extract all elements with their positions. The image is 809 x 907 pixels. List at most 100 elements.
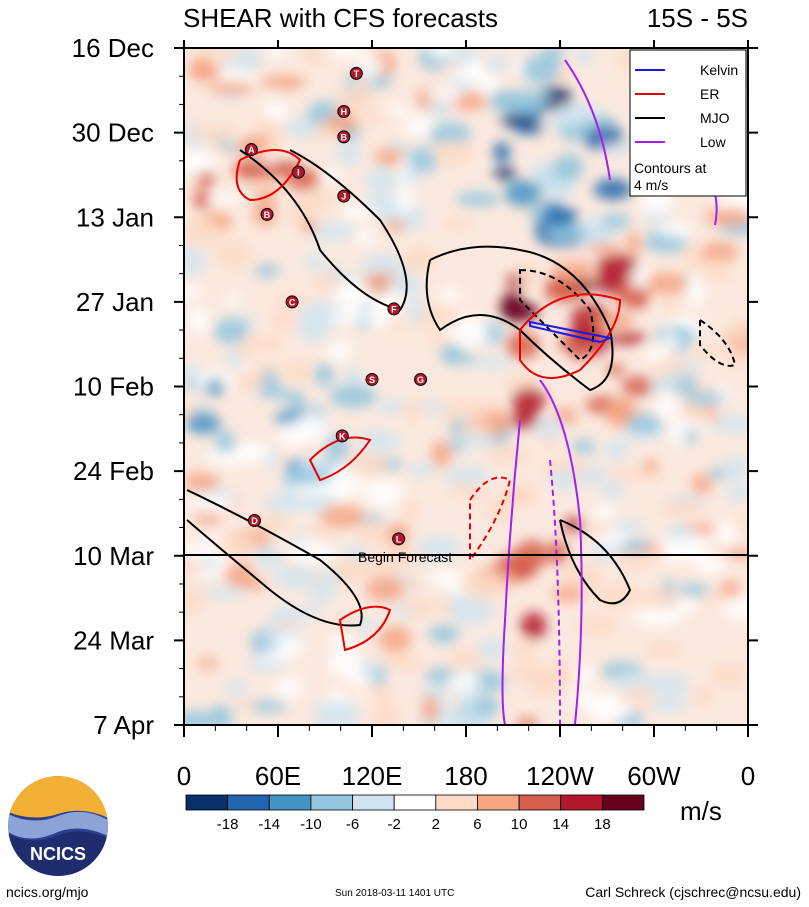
shading-cell [476, 637, 508, 661]
shading-cell [214, 430, 235, 454]
shading-cell [714, 520, 740, 545]
colorbar-label: -18 [217, 816, 239, 833]
storm-marker: G [414, 372, 428, 386]
shading-cell [723, 455, 748, 485]
footer-author[interactable]: Carl Schreck (cjschrec@ncsu.edu) [585, 884, 801, 900]
shading-cell [522, 54, 561, 84]
shading-cell [692, 687, 715, 707]
shading-cell [188, 63, 222, 81]
forecast-label: Begin Forecast [358, 549, 452, 565]
shading-cell [401, 399, 424, 422]
shading-cell [188, 125, 227, 140]
storm-marker: B [337, 130, 351, 144]
storm-id: H [341, 107, 348, 117]
shading-cell [661, 532, 709, 562]
contour-line [559, 519, 632, 605]
shading-cell [403, 166, 420, 186]
legend-low: Low [700, 134, 727, 150]
shading-cell [184, 472, 220, 492]
shading-cell [649, 674, 691, 696]
shading-cell [456, 422, 495, 435]
shading-cell [402, 116, 439, 136]
shading-cell [284, 361, 312, 384]
shading-cell [668, 426, 686, 445]
storm-marker: K [335, 429, 349, 443]
shading-cell [208, 704, 234, 725]
shading-cell [505, 331, 540, 360]
shading-cell [597, 253, 640, 280]
shading-cell [447, 595, 494, 626]
shading-cell [328, 650, 364, 678]
shading-cell [344, 367, 363, 391]
colorbar-box [227, 794, 270, 811]
x-tick-label: 120W [526, 761, 594, 791]
shading-cell [649, 698, 690, 712]
shading-cell [486, 446, 531, 465]
storm-symbol [365, 372, 379, 386]
shading-cell [500, 300, 540, 322]
shading-cell [224, 294, 241, 307]
shading-cell [262, 495, 304, 513]
shading-cell [232, 163, 277, 180]
legend-er: ER [700, 86, 719, 102]
storm-id: J [341, 192, 346, 202]
y-tick-label: 16 Dec [72, 33, 154, 63]
shading-cell [193, 188, 210, 210]
storm-marker: B [260, 207, 274, 221]
colorbar-label: -10 [300, 816, 322, 833]
shading-cell [450, 483, 490, 499]
shading-cell [459, 572, 506, 599]
shading-cell [540, 207, 580, 223]
shading-cell [456, 192, 501, 207]
shading-cell [324, 48, 364, 57]
storm-id: A [248, 145, 255, 155]
shading-cell [282, 469, 330, 485]
shading-cell [440, 343, 463, 364]
shading-cell [710, 664, 748, 687]
shading-cell [197, 170, 215, 187]
shading-cell [354, 618, 376, 635]
shading-cell [510, 661, 547, 685]
x-axis: 0 60E 120E 180 120W 60W 0 [177, 40, 755, 791]
shading-cell [619, 687, 654, 709]
shading-cell [276, 619, 298, 631]
shading-cell [643, 642, 684, 658]
shading-cell [450, 646, 481, 677]
y-tick-label: 24 Feb [73, 456, 154, 486]
shading-cell [225, 562, 255, 589]
shading-cell [370, 551, 402, 579]
shading-cell [577, 218, 609, 249]
shading-cell [600, 480, 624, 500]
shading-cell [302, 48, 326, 66]
shading-cell [333, 279, 371, 309]
colorbar: -18 -14 -10 -6 -2 2 6 10 14 18 [185, 794, 645, 833]
storm-id: G [417, 375, 424, 385]
storm-symbol [337, 104, 351, 118]
x-tick-label: 0 [177, 761, 191, 791]
shading-cell [588, 708, 631, 722]
legend-mjo: MJO [700, 110, 730, 126]
contour-line [186, 489, 363, 627]
shading-cell [194, 48, 239, 60]
shading-cell [547, 469, 580, 490]
shading-cell [664, 333, 681, 348]
storm-marker: H [337, 104, 351, 118]
shading-cell [207, 81, 255, 95]
shading-cell [406, 296, 424, 324]
shading-cell [440, 398, 460, 423]
shading-cell [574, 616, 620, 636]
legend-note-2: 4 m/s [634, 177, 668, 193]
shading-cell [364, 479, 405, 508]
colorbar-box [435, 794, 478, 811]
shading-cell [543, 282, 587, 302]
footer-site[interactable]: ncics.org/mjo [6, 884, 89, 900]
shading-cell [386, 104, 411, 115]
storm-id: C [289, 297, 296, 307]
shading-cell [452, 92, 488, 111]
colorbar-box [268, 794, 312, 811]
shading-cell [528, 207, 547, 221]
shading-cell [426, 88, 462, 101]
colorbar-label: -2 [388, 816, 401, 833]
shading-cell [307, 583, 336, 603]
